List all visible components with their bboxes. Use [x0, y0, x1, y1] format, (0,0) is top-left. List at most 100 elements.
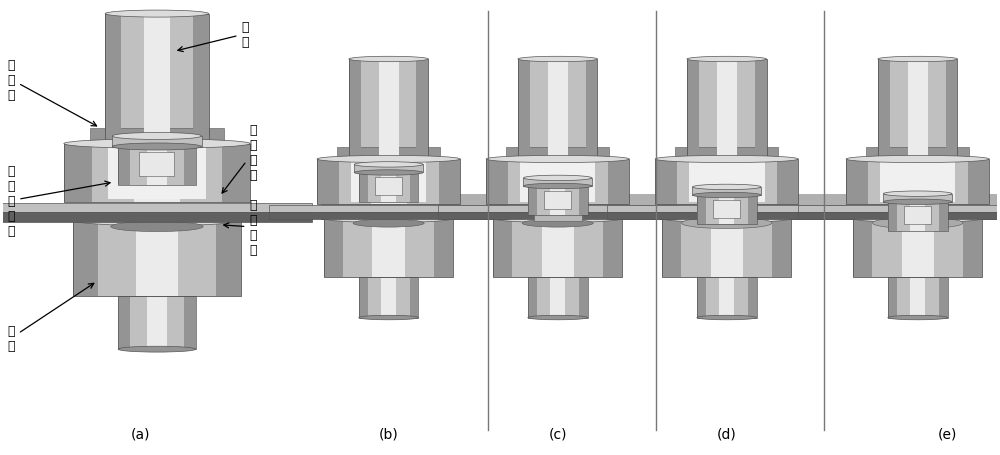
Polygon shape	[772, 219, 791, 278]
Ellipse shape	[353, 220, 424, 228]
Polygon shape	[607, 206, 846, 212]
Ellipse shape	[73, 216, 241, 226]
Polygon shape	[64, 144, 250, 202]
Polygon shape	[655, 160, 798, 205]
Polygon shape	[548, 60, 568, 159]
Polygon shape	[73, 221, 241, 297]
Ellipse shape	[878, 57, 957, 62]
Polygon shape	[853, 219, 982, 278]
Polygon shape	[73, 221, 98, 297]
Polygon shape	[354, 165, 423, 173]
Polygon shape	[105, 15, 121, 143]
Polygon shape	[439, 160, 460, 205]
Polygon shape	[713, 200, 740, 218]
Ellipse shape	[111, 222, 203, 232]
Polygon shape	[324, 219, 453, 278]
Polygon shape	[607, 212, 846, 220]
Polygon shape	[902, 219, 934, 278]
Polygon shape	[518, 60, 530, 159]
Polygon shape	[118, 297, 130, 349]
Polygon shape	[709, 160, 745, 205]
Polygon shape	[939, 202, 948, 232]
Polygon shape	[846, 160, 868, 205]
Text: (c): (c)	[548, 427, 567, 441]
Polygon shape	[337, 147, 440, 159]
Polygon shape	[493, 219, 622, 278]
Polygon shape	[144, 15, 170, 143]
Polygon shape	[853, 219, 872, 278]
Polygon shape	[410, 173, 418, 202]
Ellipse shape	[112, 133, 202, 140]
Polygon shape	[908, 60, 928, 159]
Polygon shape	[687, 60, 699, 159]
Ellipse shape	[697, 316, 757, 320]
Polygon shape	[655, 160, 677, 205]
Ellipse shape	[354, 171, 423, 176]
Polygon shape	[349, 60, 428, 159]
Polygon shape	[910, 202, 925, 232]
Text: 下
层
板
材: 下 层 板 材	[224, 198, 257, 257]
Polygon shape	[910, 278, 925, 318]
Ellipse shape	[493, 215, 622, 223]
Polygon shape	[883, 194, 952, 202]
Ellipse shape	[655, 156, 798, 163]
Polygon shape	[216, 221, 241, 297]
Ellipse shape	[518, 57, 597, 62]
Polygon shape	[528, 187, 537, 216]
Polygon shape	[147, 297, 167, 349]
Polygon shape	[711, 219, 743, 278]
Polygon shape	[846, 160, 989, 205]
Ellipse shape	[692, 185, 761, 190]
Polygon shape	[2, 212, 312, 222]
Polygon shape	[359, 278, 368, 318]
Ellipse shape	[105, 11, 209, 18]
Polygon shape	[184, 297, 196, 349]
Polygon shape	[416, 60, 428, 159]
Polygon shape	[866, 147, 969, 159]
Polygon shape	[894, 210, 942, 222]
Polygon shape	[878, 60, 957, 159]
Text: 半
空
芯
铆
钉: 半 空 芯 铆 钉	[8, 165, 110, 238]
Polygon shape	[528, 278, 537, 318]
Polygon shape	[2, 203, 312, 212]
Polygon shape	[662, 219, 791, 278]
Polygon shape	[147, 147, 167, 185]
Polygon shape	[687, 60, 767, 159]
Ellipse shape	[692, 193, 761, 198]
Polygon shape	[410, 278, 418, 318]
Polygon shape	[438, 206, 677, 212]
Polygon shape	[528, 187, 588, 216]
Polygon shape	[939, 278, 948, 318]
Polygon shape	[540, 160, 576, 205]
Polygon shape	[118, 147, 196, 185]
Polygon shape	[105, 15, 209, 143]
Polygon shape	[608, 160, 629, 205]
Polygon shape	[888, 202, 897, 232]
Polygon shape	[542, 219, 574, 278]
Polygon shape	[493, 219, 512, 278]
Polygon shape	[90, 128, 224, 143]
Polygon shape	[269, 206, 508, 212]
Polygon shape	[351, 157, 426, 202]
Ellipse shape	[522, 220, 593, 228]
Polygon shape	[719, 196, 734, 225]
Polygon shape	[379, 60, 399, 159]
Ellipse shape	[882, 220, 953, 228]
Polygon shape	[317, 160, 339, 205]
Text: 上
层
板
材: 上 层 板 材	[222, 124, 257, 194]
Polygon shape	[136, 221, 178, 297]
Polygon shape	[506, 147, 609, 159]
Ellipse shape	[883, 192, 952, 197]
Polygon shape	[349, 60, 361, 159]
Polygon shape	[904, 207, 931, 225]
Ellipse shape	[64, 140, 250, 149]
Polygon shape	[359, 173, 368, 202]
Ellipse shape	[883, 200, 952, 205]
Polygon shape	[317, 160, 460, 205]
Ellipse shape	[662, 215, 791, 223]
Polygon shape	[375, 177, 402, 196]
Polygon shape	[579, 278, 588, 318]
Polygon shape	[222, 144, 250, 202]
Polygon shape	[486, 160, 629, 205]
Polygon shape	[880, 157, 955, 202]
